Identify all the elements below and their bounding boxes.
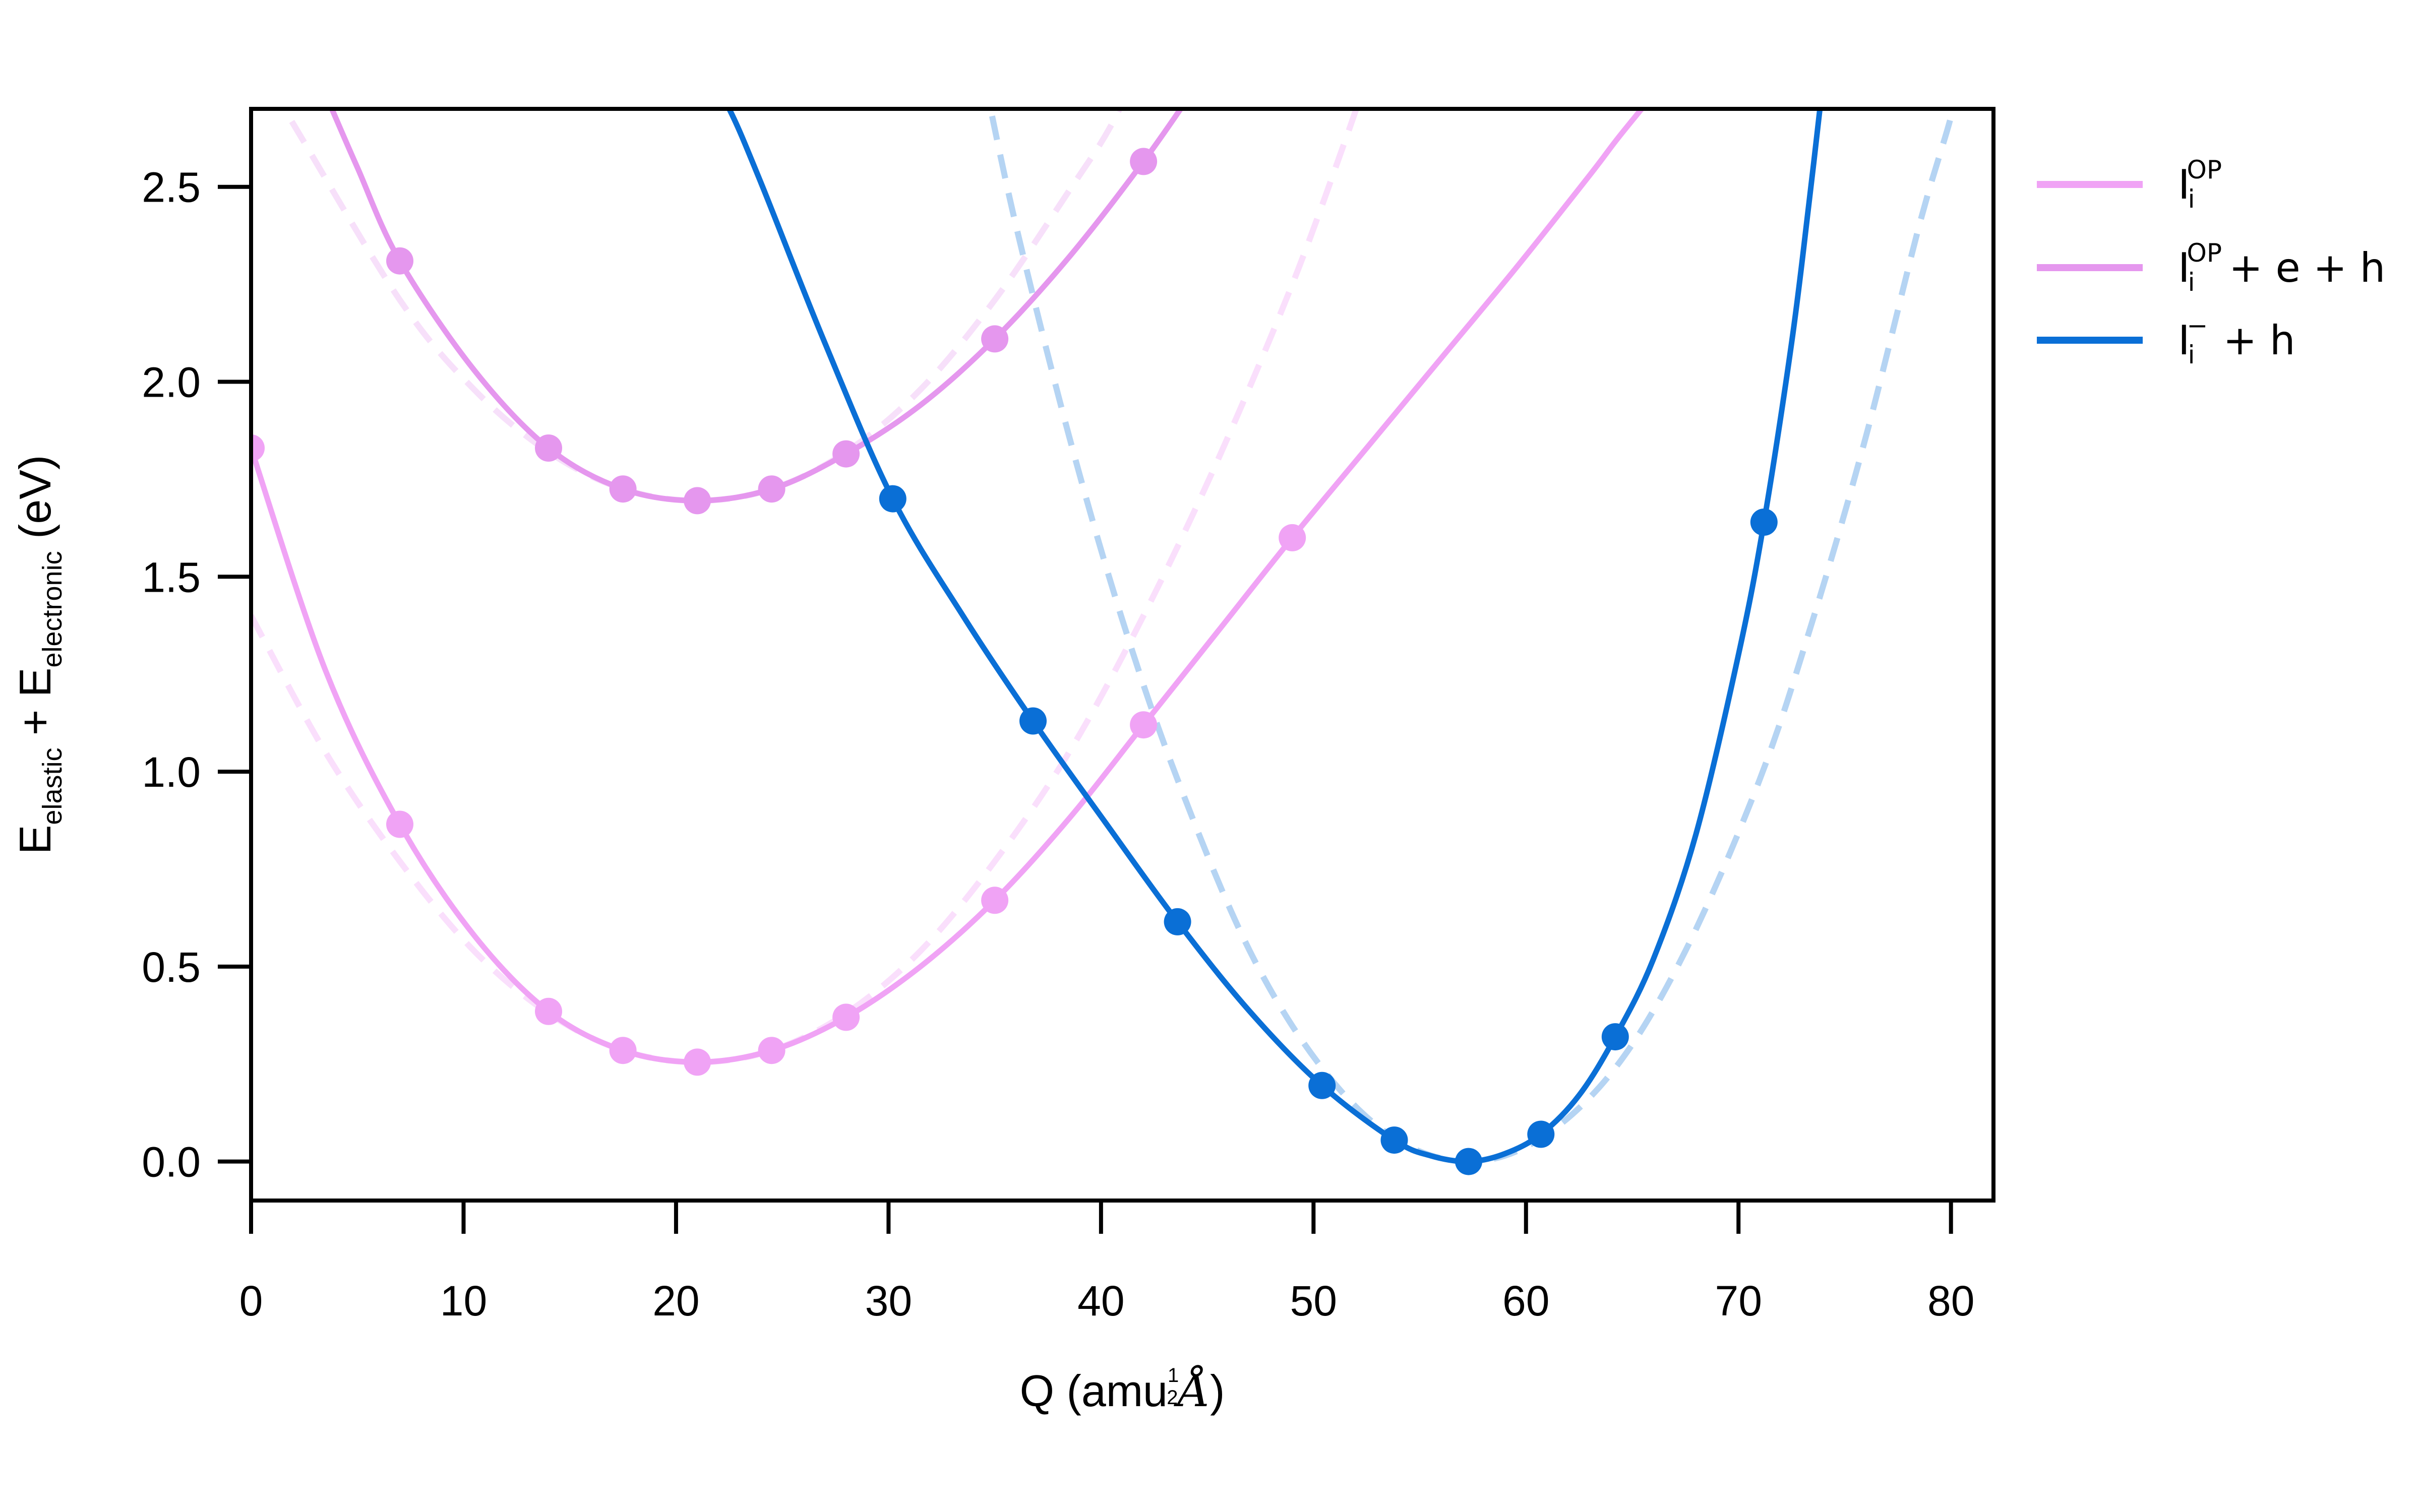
x-axis-label-post: ) — [1210, 1366, 1225, 1416]
x-axis: 0 10 20 30 40 50 60 70 80 — [239, 1201, 1974, 1325]
x-tick-label-7: 70 — [1715, 1277, 1762, 1325]
series-0-point-4 — [684, 1048, 711, 1076]
x-axis-label-power-num: 1 — [1168, 1364, 1179, 1387]
x-axis-label-pre: Q (amu — [1020, 1366, 1168, 1416]
series-0-point-3 — [609, 1037, 637, 1064]
series-2-point-0 — [879, 485, 906, 513]
x-tick-label-0: 0 — [239, 1277, 263, 1325]
y-tick-label-3: 1.5 — [142, 553, 201, 601]
series-2-point-2 — [1164, 908, 1191, 935]
series-1-point-6 — [981, 325, 1009, 353]
y-axis-label-unit: (eV) — [10, 455, 60, 551]
legend-entry-minus-h: Ii− + h — [2037, 311, 2295, 369]
series-0-point-9 — [1279, 524, 1306, 551]
x-tick-label-2: 20 — [652, 1277, 699, 1325]
legend: IiOP IiOP + e + h Ii− + h — [2037, 155, 2385, 369]
legend-label-minus-h: Ii− + h — [2178, 311, 2295, 369]
series-0-point-7 — [981, 887, 1009, 914]
series-1-point-2 — [609, 475, 637, 503]
x-tick-label-8: 80 — [1927, 1277, 1974, 1325]
series-1-point-0 — [386, 247, 413, 275]
series-1-point-7 — [1130, 148, 1158, 175]
series-0-point-2 — [535, 997, 562, 1025]
y-axis-label-sub1: elastic — [37, 748, 68, 825]
series-2-point-4 — [1380, 1126, 1408, 1154]
y-tick-label-5: 2.5 — [142, 164, 201, 211]
points-layer — [251, 148, 1778, 1175]
y-axis-label-e1: E — [10, 825, 60, 855]
series-2-point-8 — [1750, 509, 1778, 536]
series-1-harmonic-curve — [280, 109, 1123, 504]
series-1-point-4 — [758, 475, 785, 503]
series-0-harmonic-curve — [251, 109, 1360, 1065]
y-tick-label-4: 2.0 — [142, 359, 201, 406]
legend-label-op: IiOP — [2178, 155, 2222, 214]
y-axis-label-e2: E — [10, 668, 60, 698]
series-0-point-0 — [251, 434, 265, 462]
series-2-harmonic-curve — [987, 109, 1956, 1165]
y-tick-label-2: 1.0 — [142, 748, 201, 796]
series-0-point-5 — [758, 1037, 785, 1064]
series-1-point-3 — [684, 487, 711, 515]
series-0-point-1 — [386, 810, 413, 838]
plot-frame — [249, 107, 1995, 1203]
y-tick-label-0: 0.0 — [142, 1139, 201, 1186]
curves-layer — [251, 109, 1956, 1165]
y-axis: 0.0 0.5 1.0 1.5 2.0 2.5 — [142, 164, 251, 1186]
x-tick-label-6: 60 — [1502, 1277, 1549, 1325]
legend-entry-op: IiOP — [2037, 155, 2222, 214]
x-tick-label-1: 10 — [440, 1277, 487, 1325]
y-axis-label: Eelastic + Eelectronic (eV) — [10, 455, 68, 855]
series-0-point-8 — [1130, 711, 1158, 739]
series-2-point-6 — [1527, 1120, 1555, 1148]
y-tick-label-1: 0.5 — [142, 943, 201, 991]
x-tick-label-5: 50 — [1290, 1277, 1337, 1325]
x-axis-label-unit: Å — [1174, 1365, 1211, 1417]
series-0-fit-curve — [251, 109, 1646, 1065]
legend-entry-op-e-h: IiOP + e + h — [2037, 238, 2385, 297]
series-2-point-5 — [1455, 1148, 1482, 1175]
x-axis-label: Q (amu1 2Å) — [1020, 1364, 1225, 1417]
x-tick-label-3: 30 — [865, 1277, 912, 1325]
y-axis-label-plus: + — [10, 697, 60, 747]
series-2-point-3 — [1308, 1072, 1336, 1099]
x-tick-label-4: 40 — [1077, 1277, 1124, 1325]
series-2-point-7 — [1601, 1023, 1629, 1051]
series-0-point-6 — [832, 1003, 860, 1031]
legend-label-op-e-h: IiOP + e + h — [2178, 238, 2385, 297]
x-axis-label-power-den: 2 — [1167, 1387, 1178, 1409]
series-1-point-1 — [535, 434, 562, 462]
series-1-fit-curve — [329, 109, 1184, 503]
series-2-point-1 — [1019, 707, 1047, 735]
y-axis-label-sub2: electronic — [37, 551, 68, 667]
series-1-point-5 — [832, 440, 860, 468]
